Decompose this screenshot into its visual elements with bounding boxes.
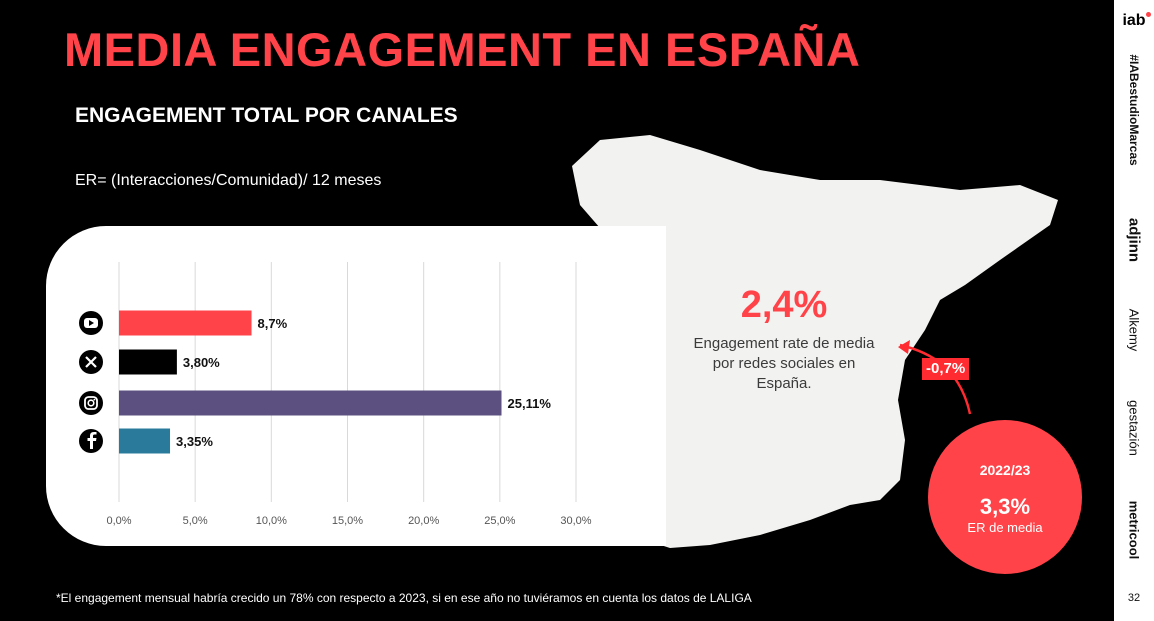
icon-shape — [87, 432, 97, 449]
chart-card: 8,7% 3,80% 25,11% 3,35% 0,0% 5,0% 10,0% 15,0% 2… — [46, 226, 666, 546]
bar-facebook — [119, 428, 171, 454]
previous-season-circle: 2022/23 3,3% ER de media — [928, 420, 1082, 574]
metricool-logo: metricool — [1126, 500, 1142, 560]
previous-er-label: ER de media — [967, 520, 1043, 535]
icon-shape — [89, 320, 94, 326]
slide-subtitle: ENGAGEMENT TOTAL POR CANALES — [75, 104, 458, 127]
sponsor-sidebar — [1114, 0, 1154, 621]
previous-er-value: 3,3% — [979, 494, 1031, 519]
icon-shape — [85, 356, 97, 368]
bar-x — [119, 349, 177, 375]
bar-data-label: 3,80% — [183, 355, 220, 370]
er-change-badge: -0,7% — [922, 358, 970, 380]
iab-logo: iab — [1122, 12, 1146, 29]
icon-badge — [79, 391, 103, 415]
bar-data-label: 3,35% — [176, 434, 213, 449]
facebook-icon — [79, 429, 103, 453]
bar-youtube — [119, 310, 252, 336]
page-number: 32 — [1127, 592, 1141, 604]
sidebar-hashtag: #IABestudioMarcas — [1127, 54, 1141, 166]
icon-shape — [87, 399, 95, 407]
x-tick-label: 5,0% — [183, 515, 208, 527]
x-tick-label: 15,0% — [332, 515, 363, 527]
instagram-icon — [79, 391, 103, 415]
adjinn-logo: adjinn — [1125, 217, 1143, 263]
iab-logo-dot-icon — [1146, 12, 1151, 17]
icon-shape — [93, 398, 96, 401]
bar-data-label: 25,11% — [508, 396, 552, 411]
er-formula: ER= (Interacciones/Comunidad)/ 12 meses — [75, 172, 382, 189]
bar-data-label: 8,7% — [258, 316, 288, 331]
slide-title: MEDIA ENGAGEMENT EN ESPAÑA — [64, 23, 861, 76]
footnote: *El engagement mensual habría crecido un… — [56, 591, 752, 605]
bar-instagram — [119, 390, 502, 416]
average-er-value: 2,4% — [740, 284, 828, 326]
previous-season-label: 2022/23 — [979, 462, 1031, 478]
alkemy-logo: Alkemy — [1126, 308, 1142, 352]
x-tick-label: 30,0% — [560, 515, 591, 527]
x-tick-label: 0,0% — [106, 515, 131, 527]
youtube-icon — [79, 311, 103, 335]
channel-engagement-chart: 8,7% 3,80% 25,11% 3,35% 0,0% 5,0% 10,0% 15,0% 2… — [79, 262, 592, 527]
icon-shape — [84, 396, 98, 410]
average-er-label: Engagement rate de media por redes socia… — [693, 335, 875, 392]
gestazion-logo: gestazión — [1126, 400, 1142, 456]
x-icon — [79, 350, 103, 374]
x-tick-label: 20,0% — [408, 515, 439, 527]
x-tick-label: 25,0% — [484, 515, 515, 527]
x-tick-label: 10,0% — [256, 515, 287, 527]
